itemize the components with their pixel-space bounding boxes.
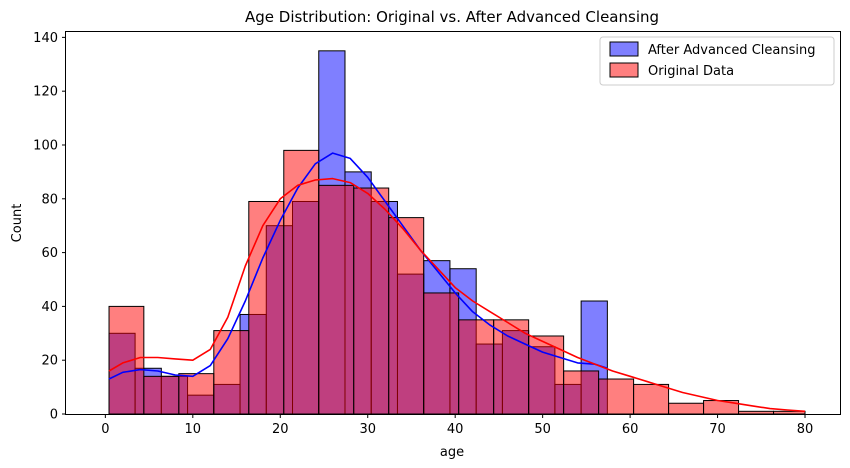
legend-swatch-after-cleansing [609,41,639,57]
y-tick-label: 100 [33,138,58,153]
bar-original-data [283,149,320,415]
x-tick-label: 0 [101,422,109,437]
bar-original-data [598,378,635,415]
y-axis-title: Count [10,204,25,243]
y-tick-label: 60 [41,246,58,261]
x-tick-label: 60 [622,422,639,437]
bar-original-data [213,330,250,415]
kde-lines [108,152,806,413]
y-tick-label: 120 [33,85,58,100]
bar-original-data [353,187,390,415]
x-axis-ticks: 0 10 20 30 40 50 60 70 80 [101,414,813,437]
x-tick-label: 20 [272,422,289,437]
kde-line-after-cleansing [108,152,608,380]
legend-label-after-cleansing: After Advanced Cleansing [648,43,815,58]
legend-box [599,36,835,86]
chart-title: Age Distribution: Original vs. After Adv… [245,8,659,26]
bar-original-data [178,373,215,415]
y-tick-label: 0 [50,408,58,423]
x-tick-label: 80 [797,422,814,437]
bar-original-data [248,200,285,415]
x-tick-label: 70 [709,422,726,437]
x-tick-label: 30 [359,422,376,437]
bar-original-data [318,184,355,415]
bar-original-data [493,319,530,415]
y-tick-label: 40 [41,300,58,315]
bar-original-data [633,383,670,415]
bar-original-data [108,305,145,415]
x-tick-label: 40 [447,422,464,437]
y-axis-ticks: 0 20 40 60 80 100 120 140 [33,31,66,423]
y-tick-label: 80 [41,192,58,207]
bar-original-data [423,292,460,415]
bar-original-data [668,402,705,415]
kde-line-original-data [108,177,806,413]
x-tick-label: 10 [185,422,202,437]
y-tick-label: 20 [41,354,58,369]
bars-original-data [108,149,806,415]
bar-original-data [738,410,775,415]
bar-original-data [563,370,600,415]
legend: After Advanced Cleansing Original Data [599,36,835,86]
legend-swatch-original-data [609,62,639,78]
bar-original-data [143,375,180,415]
legend-label-original-data: Original Data [648,64,734,79]
x-tick-label: 50 [534,422,551,437]
plot-frame [65,31,841,415]
bar-original-data [458,319,495,415]
y-tick-label: 140 [33,31,58,46]
x-axis-title: age [440,445,464,460]
